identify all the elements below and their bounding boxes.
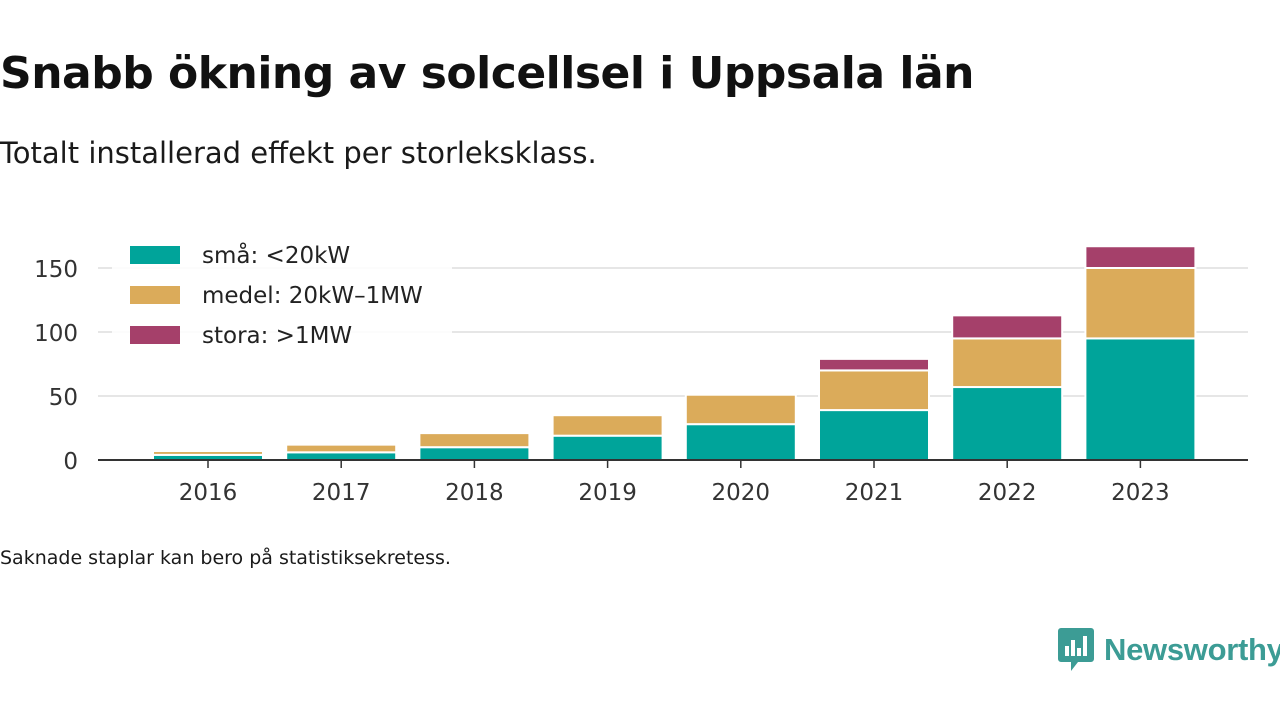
bar-segment	[1084, 337, 1197, 461]
x-tick-label: 2022	[978, 480, 1037, 506]
speech-bubble-bar-chart-icon	[1058, 628, 1094, 671]
y-tick-label: 100	[34, 321, 78, 347]
bar-segment	[951, 337, 1064, 389]
x-tick-label: 2018	[445, 480, 504, 506]
legend-label: medel: 20kW–1MW	[202, 283, 423, 309]
legend-swatch	[130, 326, 180, 344]
x-tick-label: 2017	[312, 480, 371, 506]
bars	[152, 245, 1197, 462]
stacked-bar-chart: 0 50 100 150 2016 2017 2018 2019 2020 2021 2022 202…	[34, 235, 1248, 506]
bar-segment	[551, 434, 664, 461]
chart-title: Snabb ökning av solcellsel i Uppsala län	[0, 48, 974, 99]
bar-segment	[684, 393, 797, 426]
bar-segment	[1084, 245, 1197, 269]
bar-segment	[1084, 267, 1197, 340]
bar-segment	[152, 450, 264, 456]
x-tick-label: 2020	[712, 480, 771, 506]
legend-swatch	[130, 246, 180, 264]
bar-segment	[418, 432, 531, 449]
legend-swatch	[130, 286, 180, 304]
bar-segment	[684, 423, 797, 462]
y-tick-label: 0	[63, 449, 78, 475]
bar-segment	[551, 414, 664, 437]
chart-subtitle: Totalt installerad effekt per storlekskl…	[0, 136, 597, 170]
x-tick-label: 2019	[578, 480, 637, 506]
bar-segment	[285, 451, 398, 462]
y-tick-label: 50	[49, 385, 78, 411]
brand-name: Newsworthy	[1104, 632, 1280, 667]
bar-segment	[818, 409, 930, 461]
bar-segment	[285, 443, 398, 454]
y-tick-label: 150	[34, 257, 78, 283]
x-tick-label: 2016	[179, 480, 238, 506]
bar-segment	[418, 446, 531, 461]
bar-segment	[818, 357, 930, 372]
footnote: Saknade staplar kan bero på statistiksek…	[0, 547, 451, 569]
bar-segment	[951, 386, 1064, 461]
axes: 0 50 100 150 2016 2017 2018 2019 2020 2021 2022 202…	[34, 257, 1248, 506]
legend-label: stora: >1MW	[202, 323, 352, 349]
brand-logo: Newsworthy	[1058, 628, 1280, 672]
x-tick-label: 2021	[845, 480, 904, 506]
bar-segment	[818, 369, 930, 412]
legend-label: små: <20kW	[202, 241, 350, 269]
x-tick-label: 2023	[1111, 480, 1170, 506]
legend: små: <20kW medel: 20kW–1MW stora: >1MW	[112, 235, 452, 355]
bar-segment	[951, 314, 1064, 340]
